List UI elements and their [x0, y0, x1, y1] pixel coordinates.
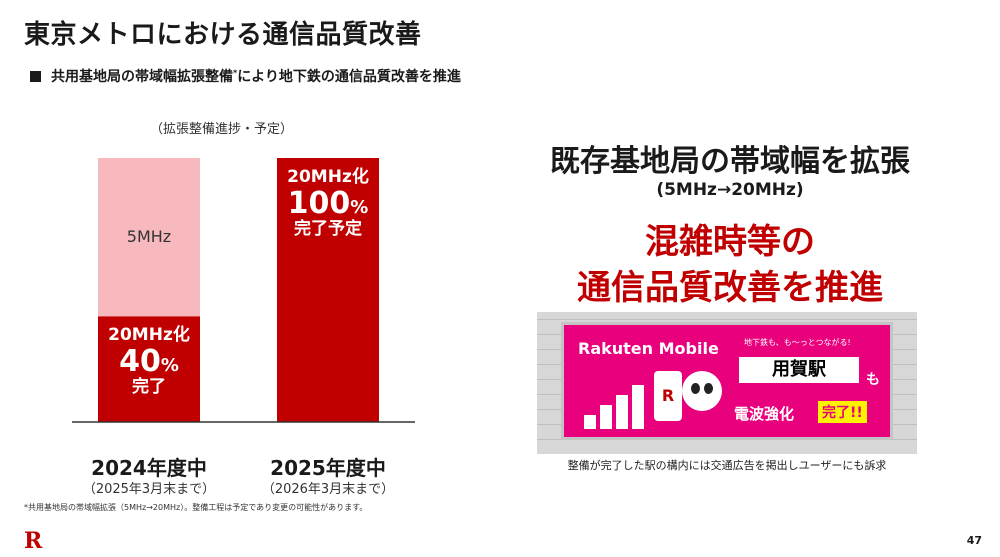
rakuten-logo: R — [24, 528, 43, 554]
poster-tagline: 地下鉄も、も～っとつながる! — [744, 338, 851, 347]
subtitle-text-rest: により地下鉄の通信品質改善を推進 — [237, 69, 461, 85]
signal-bars-icon — [584, 385, 644, 429]
category-label: 2025年度中 — [270, 456, 386, 480]
bar-remaining-0 — [98, 158, 200, 317]
right-heading: 既存基地局の帯域幅を拡張 — [550, 144, 910, 179]
photo-caption: 整備が完了した駅の構内には交通広告を掲出しユーザーにも訴求 — [567, 459, 887, 472]
panda-mascot-icon — [682, 371, 722, 411]
bar-done-0 — [98, 316, 200, 422]
poster-mo: も — [866, 372, 880, 388]
subtitle-text: 共用基地局の帯域幅拡張整備 — [51, 69, 233, 85]
bar-remaining-label: 5MHz — [126, 227, 172, 247]
bar-annotation-line1: 20MHz化 — [287, 167, 369, 187]
poster-station-name: 用賀駅 — [739, 357, 859, 383]
category-label: 2024年度中 — [91, 456, 207, 480]
bar-annotation: 20MHz化 100% 完了予定 — [277, 168, 379, 238]
poster-signal-text: 電波強化 — [734, 405, 795, 423]
subtitle-footnote-mark: * — [233, 68, 238, 78]
poster-done-badge: 完了!! — [816, 399, 869, 425]
station-ad-photo: Rakuten Mobile 地下鉄も、も～っとつながる! 用賀駅 も R 電波… — [537, 312, 917, 454]
page-number: 47 — [966, 534, 982, 547]
bar-annotation-value: 100% — [287, 185, 369, 221]
bar-annotation-value: 40% — [119, 344, 179, 380]
page-subtitle: 共用基地局の帯域幅拡張整備*により地下鉄の通信品質改善を推進 — [30, 66, 461, 86]
right-highlight-line2: 通信品質改善を推進 — [577, 268, 883, 308]
right-subheading: (5MHz→20MHz) — [656, 180, 804, 200]
page-title: 東京メトロにおける通信品質改善 — [24, 20, 422, 50]
bar-annotation-line3: 完了予定 — [294, 218, 362, 239]
poster-brand: Rakuten Mobile — [578, 339, 719, 358]
bar-annotation-line1: 20MHz化 — [108, 325, 190, 346]
bullet-square-icon — [30, 71, 41, 82]
bar-annotation: 20MHz化 40% 完了 — [98, 326, 200, 396]
rakuten-poster: Rakuten Mobile 地下鉄も、も～っとつながる! 用賀駅 も R 電波… — [561, 322, 893, 440]
category-sublabel: （2026年3月末まで） — [261, 482, 395, 497]
bar-done-1 — [277, 158, 379, 422]
chart-caption: （拡張整備進捗・予定） — [150, 122, 294, 137]
right-highlight-line1: 混雑時等の — [645, 222, 815, 262]
bar-annotation-line3: 完了 — [132, 377, 166, 398]
footnote: *共用基地局の帯域幅拡張（5MHz→20MHz）。整備工程は予定であり変更の可能… — [24, 503, 368, 512]
category-sublabel: （2025年3月末まで） — [82, 482, 216, 497]
phone-icon: R — [654, 371, 682, 421]
